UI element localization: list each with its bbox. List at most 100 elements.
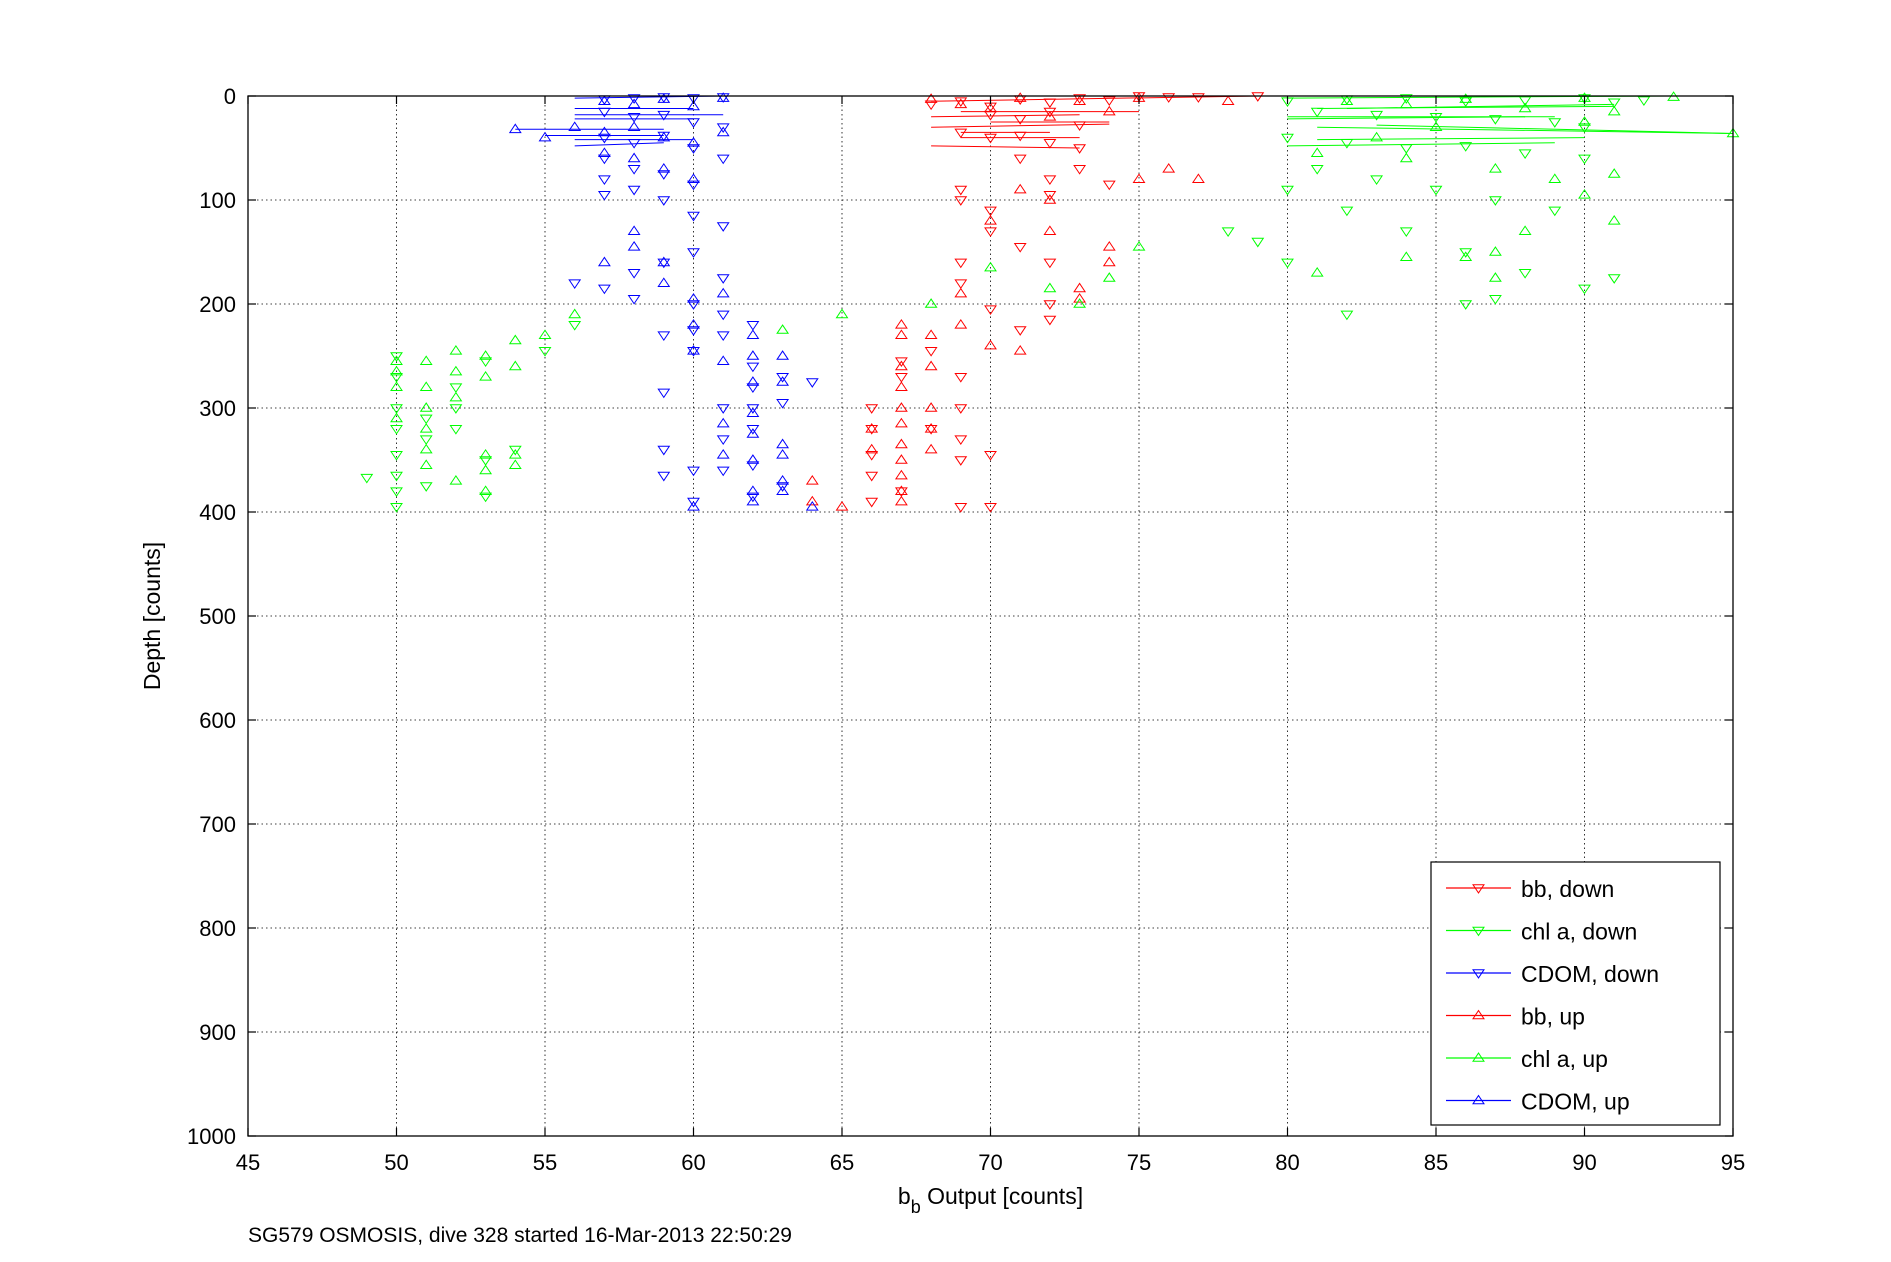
data-point: [1399, 227, 1413, 238]
data-point: [1281, 258, 1294, 269]
data-point: [1073, 94, 1087, 104]
axes: 45 50 55 60 65 70 75 80 85 90 95 0 100 200 300 400 500 60…: [187, 84, 1745, 1175]
data-point: [568, 279, 582, 290]
legend-swatch-marker: [1472, 1009, 1485, 1020]
series-5: [508, 92, 819, 511]
data-point: [597, 133, 611, 144]
data-point: [835, 308, 849, 319]
data-point: [954, 98, 968, 109]
data-point: [597, 107, 611, 118]
data-point: [1073, 282, 1087, 293]
data-point: [1281, 185, 1294, 196]
data-point: [984, 206, 997, 217]
data-point: [627, 139, 641, 149]
data-point: [1013, 92, 1027, 102]
data-point: [746, 376, 760, 386]
data-point: [657, 93, 671, 103]
data-point: [449, 383, 463, 394]
data-point: [835, 500, 849, 511]
data-point: [627, 113, 641, 123]
data-point: [1073, 165, 1087, 175]
data-point: [627, 185, 641, 196]
data-point: [1370, 110, 1384, 121]
data-point: [1162, 93, 1176, 103]
series-line-segment: [574, 142, 664, 147]
series-line-segment: [931, 145, 1080, 149]
data-point: [1578, 116, 1591, 126]
data-point: [627, 94, 641, 104]
data-point: [1013, 243, 1027, 253]
data-point: [479, 350, 493, 360]
data-point: [716, 417, 730, 428]
x-tick-label: 95: [1721, 1150, 1745, 1175]
data-point: [1370, 175, 1384, 186]
data-point: [1310, 165, 1324, 175]
x-tick-label: 85: [1424, 1150, 1448, 1175]
data-point: [1191, 173, 1205, 183]
data-point: [716, 466, 730, 477]
data-point: [687, 100, 700, 111]
data-point: [1429, 113, 1443, 123]
data-point: [508, 360, 522, 371]
data-point: [390, 355, 403, 365]
data-point: [1548, 173, 1562, 183]
y-tick-label: 300: [199, 396, 236, 421]
data-point: [390, 425, 403, 435]
data-point: [627, 98, 641, 109]
data-point: [1102, 240, 1116, 251]
data-point: [954, 287, 968, 298]
data-point: [1013, 344, 1027, 355]
data-point: [984, 102, 997, 113]
data-point: [924, 425, 938, 435]
data-point: [1013, 183, 1027, 194]
data-point: [1013, 131, 1027, 142]
data-point: [1132, 173, 1146, 183]
data-point: [390, 451, 403, 461]
data-point: [954, 435, 968, 446]
data-point: [1578, 123, 1591, 134]
x-tick-label: 70: [978, 1150, 1002, 1175]
data-point: [746, 492, 760, 503]
data-point: [1043, 194, 1057, 204]
series-0: [865, 92, 1265, 513]
data-point: [776, 474, 790, 485]
data-point: [924, 360, 938, 371]
data-point: [1399, 152, 1413, 163]
legend-swatch-marker: [1472, 1052, 1485, 1062]
data-point: [390, 412, 403, 423]
data-point: [776, 399, 790, 409]
data-point: [657, 331, 671, 342]
data-point: [1548, 118, 1562, 128]
data-point: [1102, 180, 1116, 191]
data-point: [1310, 147, 1324, 157]
x-axis-label-main: b: [898, 1183, 911, 1209]
data-point: [657, 277, 671, 287]
data-point: [390, 352, 403, 362]
series-1: [360, 94, 1651, 513]
data-point: [805, 378, 819, 388]
data-point: [716, 448, 730, 459]
data-point: [627, 269, 641, 279]
data-point: [597, 126, 611, 137]
legend-item: chl a, up: [1446, 1046, 1608, 1072]
data-point: [687, 300, 700, 310]
data-point: [1043, 225, 1057, 235]
data-point: [597, 191, 611, 201]
data-point: [419, 459, 433, 469]
data-point: [687, 318, 700, 329]
y-tick-label: 100: [199, 188, 236, 213]
data-point: [390, 404, 403, 414]
data-point: [1043, 175, 1057, 186]
data-point: [716, 355, 730, 365]
data-point: [776, 376, 790, 386]
data-point: [1043, 139, 1057, 149]
data-point: [746, 495, 760, 506]
data-point: [1488, 295, 1502, 305]
data-point: [954, 456, 968, 466]
series-3: [805, 92, 1235, 511]
series-line-segment: [931, 95, 1258, 102]
data-point: [538, 347, 552, 357]
y-tick-label: 200: [199, 292, 236, 317]
data-point: [1459, 300, 1473, 310]
